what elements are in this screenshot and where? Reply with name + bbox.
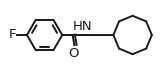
Text: O: O: [68, 47, 79, 60]
Text: F: F: [9, 28, 17, 42]
Text: HN: HN: [73, 20, 93, 33]
